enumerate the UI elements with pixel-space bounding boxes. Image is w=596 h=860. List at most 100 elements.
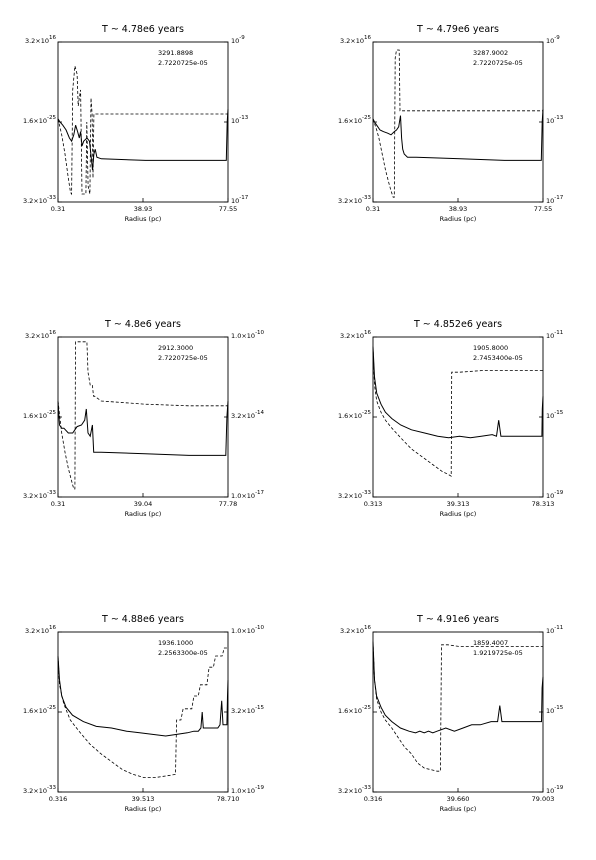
annotation-text: 2.7220725e-05 xyxy=(158,354,208,362)
chart-title: T ~ 4.8e6 years xyxy=(105,319,181,330)
y-right-tick-label: 10-17 xyxy=(231,195,249,205)
plot-area xyxy=(372,336,544,498)
chart-panel: T ~ 4.88e6 years 0.316 39.513 78.710 Radius … xyxy=(20,600,280,860)
x-tick-label: 39.513 xyxy=(131,795,155,803)
y-left-tick-label: 3.2×1016 xyxy=(24,625,56,635)
series-dashed-line xyxy=(372,641,543,772)
annotation-text: 2.2563300e-05 xyxy=(158,649,208,657)
chart-panel: T ~ 4.91e6 years 0.316 39.660 79.003 Radius … xyxy=(335,600,595,860)
series-dashed-line xyxy=(57,647,228,779)
chart-title: T ~ 4.78e6 years xyxy=(101,24,185,35)
y-left-tick-label: 3.2×1016 xyxy=(339,35,371,45)
x-tick-label: 39.660 xyxy=(446,795,470,803)
x-tick-label: 38.93 xyxy=(448,205,468,213)
x-axis-label: Radius (pc) xyxy=(439,805,477,813)
x-axis-label: Radius (pc) xyxy=(439,215,477,223)
chart-panel: T ~ 4.78e6 years 0.31 38.93 77.55 Radius (pc… xyxy=(20,10,280,270)
x-tick-label: 0.316 xyxy=(363,795,383,803)
x-axis-label: Radius (pc) xyxy=(124,215,162,223)
plot-area xyxy=(57,336,229,498)
chart-panel: T ~ 4.8e6 years 0.31 39.04 77.78 Radius (pc)… xyxy=(20,305,280,565)
x-axis-label: Radius (pc) xyxy=(124,805,162,813)
annotation-text: 2.7220725e-05 xyxy=(473,59,523,67)
y-right-tick-label: 1.0×10-10 xyxy=(231,625,265,635)
y-left-tick-label: 3.2×10-33 xyxy=(337,490,371,500)
x-tick-label: 77.55 xyxy=(218,205,238,213)
y-right-tick-label: 10-13 xyxy=(546,115,564,125)
chart-panel: T ~ 4.852e6 years 0.313 39.313 78.313 Radius… xyxy=(335,305,595,565)
annotation-text: 1.9219725e-05 xyxy=(473,649,523,657)
x-tick-label: 78.313 xyxy=(531,500,555,508)
series-solid-line xyxy=(57,109,229,171)
y-right-tick-label: 10-11 xyxy=(546,330,564,340)
y-left-tick-label: 1.6×10-25 xyxy=(337,705,371,715)
y-right-tick-label: 10-9 xyxy=(546,35,560,45)
x-tick-label: 0.316 xyxy=(48,795,68,803)
y-right-tick-label: 10-9 xyxy=(231,35,245,45)
y-left-tick-label: 3.2×1016 xyxy=(339,625,371,635)
series-dashed-line xyxy=(372,49,543,198)
plot-area xyxy=(57,41,229,203)
y-left-tick-label: 1.6×10-25 xyxy=(22,705,56,715)
chart-title: T ~ 4.852e6 years xyxy=(413,319,503,330)
y-left-tick-label: 3.2×10-33 xyxy=(22,490,56,500)
y-right-tick-label: 3.2×10-15 xyxy=(231,705,265,715)
y-left-tick-label: 3.2×10-33 xyxy=(337,195,371,205)
chart-title: T ~ 4.79e6 years xyxy=(416,24,500,35)
y-left-tick-label: 3.2×1016 xyxy=(339,330,371,340)
x-tick-label: 39.04 xyxy=(133,500,153,508)
annotation-text: 1859.4007 xyxy=(473,639,509,647)
x-tick-label: 77.78 xyxy=(218,500,238,508)
x-tick-label: 0.31 xyxy=(50,205,66,213)
plot-area xyxy=(372,631,544,793)
y-right-tick-label: 10-13 xyxy=(231,115,249,125)
x-axis-label: Radius (pc) xyxy=(439,510,477,518)
x-tick-label: 78.710 xyxy=(216,795,240,803)
annotation-text: 1936.1000 xyxy=(158,639,194,647)
x-tick-label: 77.55 xyxy=(533,205,553,213)
annotation-text: 2.7453400e-05 xyxy=(473,354,523,362)
y-left-tick-label: 1.6×10-25 xyxy=(337,115,371,125)
y-right-tick-label: 10-15 xyxy=(546,410,564,420)
y-left-tick-label: 3.2×1016 xyxy=(24,330,56,340)
x-tick-label: 0.31 xyxy=(50,500,66,508)
chart-title: T ~ 4.88e6 years xyxy=(101,614,185,625)
y-right-tick-label: 10-15 xyxy=(546,705,564,715)
series-solid-line xyxy=(57,655,229,737)
chart-panel: T ~ 4.79e6 years 0.31 38.93 77.55 Radius (pc… xyxy=(335,10,595,270)
y-right-tick-label: 1.0×10-17 xyxy=(231,490,265,500)
chart-title: T ~ 4.91e6 years xyxy=(416,614,500,625)
x-axis-label: Radius (pc) xyxy=(124,510,162,518)
y-right-tick-label: 10-19 xyxy=(546,785,564,795)
y-left-tick-label: 3.2×1016 xyxy=(24,35,56,45)
y-right-tick-label: 1.0×10-19 xyxy=(231,785,265,795)
series-solid-line xyxy=(372,641,544,734)
y-right-tick-label: 3.2×10-14 xyxy=(231,410,265,420)
annotation-text: 1905.8000 xyxy=(473,344,509,352)
y-left-tick-label: 3.2×10-33 xyxy=(337,785,371,795)
plot-area xyxy=(57,631,229,793)
x-tick-label: 39.313 xyxy=(446,500,470,508)
annotation-text: 2.7220725e-05 xyxy=(158,59,208,67)
x-tick-label: 0.313 xyxy=(363,500,383,508)
y-right-tick-label: 10-11 xyxy=(546,625,564,635)
y-left-tick-label: 1.6×10-25 xyxy=(22,115,56,125)
y-right-tick-label: 10-17 xyxy=(546,195,564,205)
series-solid-line xyxy=(57,400,229,456)
y-right-tick-label: 1.0×10-10 xyxy=(231,330,265,340)
series-dashed-line xyxy=(57,65,228,196)
y-left-tick-label: 1.6×10-25 xyxy=(22,410,56,420)
y-right-tick-label: 10-19 xyxy=(546,490,564,500)
annotation-text: 3291.8898 xyxy=(158,49,194,57)
x-tick-label: 79.003 xyxy=(531,795,555,803)
series-solid-line xyxy=(372,109,544,161)
series-dashed-line xyxy=(372,346,543,477)
annotation-text: 2912.3000 xyxy=(158,344,194,352)
x-tick-label: 0.31 xyxy=(365,205,381,213)
y-left-tick-label: 3.2×10-33 xyxy=(22,195,56,205)
x-tick-label: 38.93 xyxy=(133,205,153,213)
annotation-text: 3287.9002 xyxy=(473,49,509,57)
series-dashed-line xyxy=(57,341,228,490)
y-left-tick-label: 1.6×10-25 xyxy=(337,410,371,420)
plot-area xyxy=(372,41,544,203)
